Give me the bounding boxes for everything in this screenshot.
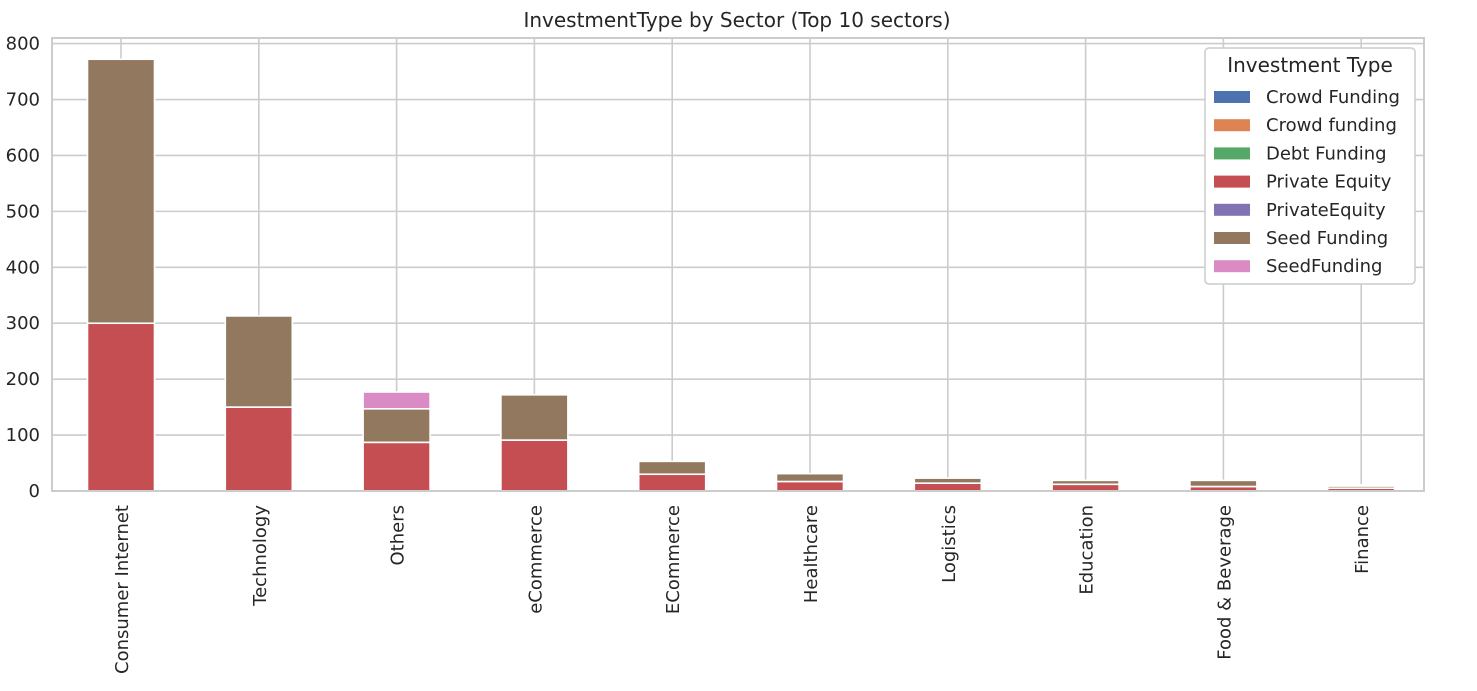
- y-tick-label: 400: [6, 257, 40, 278]
- bar-segment: [1051, 483, 1120, 492]
- x-tick-label: Others: [388, 505, 409, 566]
- bar-segment: [775, 480, 845, 492]
- x-tick-label: Healthcare: [801, 505, 822, 603]
- bar-segment: [362, 407, 431, 444]
- bar-segment: [637, 460, 707, 476]
- x-tick-label: Food & Beverage: [1214, 505, 1235, 660]
- bars: [86, 58, 1396, 492]
- legend-swatch: [1214, 175, 1250, 188]
- x-axis-ticks: Consumer Internet Technology Others eCommer…: [112, 505, 1373, 674]
- legend-swatch: [1214, 203, 1250, 216]
- y-tick-label: 800: [6, 34, 40, 55]
- bar-segment: [775, 472, 845, 483]
- x-tick-label: Finance: [1352, 505, 1373, 574]
- bar-segment: [1051, 479, 1120, 486]
- bar-segment: [224, 406, 294, 492]
- y-axis-ticks: 0 100 200 300 400 500 600 700 800: [6, 34, 40, 502]
- x-tick-label: Logistics: [939, 505, 960, 583]
- x-tick-label: Consumer Internet: [112, 505, 133, 674]
- legend-label: Crowd funding: [1266, 115, 1397, 136]
- legend-swatch: [1214, 91, 1250, 103]
- y-tick-label: 200: [6, 369, 40, 390]
- legend-swatch: [1214, 260, 1250, 273]
- legend-swatch: [1214, 119, 1250, 132]
- x-tick-label: Education: [1077, 505, 1098, 595]
- legend-label: SeedFunding: [1266, 256, 1382, 277]
- bar-segment: [500, 394, 569, 441]
- bar-segment: [1326, 484, 1396, 487]
- legend: Investment Type Crowd Funding Crowd fundi…: [1204, 47, 1416, 285]
- x-tick-label: Technology: [250, 505, 271, 607]
- y-tick-label: 100: [6, 425, 40, 446]
- legend-label: Debt Funding: [1266, 143, 1387, 164]
- y-tick-label: 300: [6, 313, 40, 334]
- x-tick-label: ECommerce: [663, 505, 684, 614]
- y-tick-label: 600: [6, 145, 40, 166]
- bar-segment: [913, 477, 983, 484]
- bar-segment: [362, 441, 431, 492]
- bar-segment: [913, 482, 983, 492]
- legend-label: Seed Funding: [1266, 228, 1388, 249]
- legend-label: PrivateEquity: [1266, 200, 1386, 221]
- legend-items: Crowd Funding Crowd funding Debt Funding Pr…: [1214, 87, 1400, 277]
- bar-segment: [637, 473, 707, 492]
- plot-frame: [51, 37, 1425, 492]
- bar-segment: [1189, 479, 1258, 488]
- legend-swatch: [1214, 232, 1250, 244]
- legend-swatch: [1214, 147, 1250, 160]
- bar-segment: [500, 439, 569, 492]
- legend-box: [1204, 47, 1416, 285]
- legend-label: Crowd Funding: [1266, 87, 1400, 108]
- bar-segment: [362, 391, 431, 410]
- y-tick-label: 0: [29, 481, 40, 502]
- x-tick-label: eCommerce: [525, 505, 546, 614]
- y-tick-label: 700: [6, 90, 40, 111]
- y-tick-label: 500: [6, 201, 40, 222]
- bar-segment: [86, 58, 156, 325]
- legend-label: Private Equity: [1266, 172, 1392, 193]
- chart-title: InvestmentType by Sector (Top 10 sectors…: [523, 8, 950, 32]
- legend-title: Investment Type: [1227, 53, 1393, 77]
- bar-segment: [224, 315, 294, 408]
- bar-segment: [86, 322, 156, 492]
